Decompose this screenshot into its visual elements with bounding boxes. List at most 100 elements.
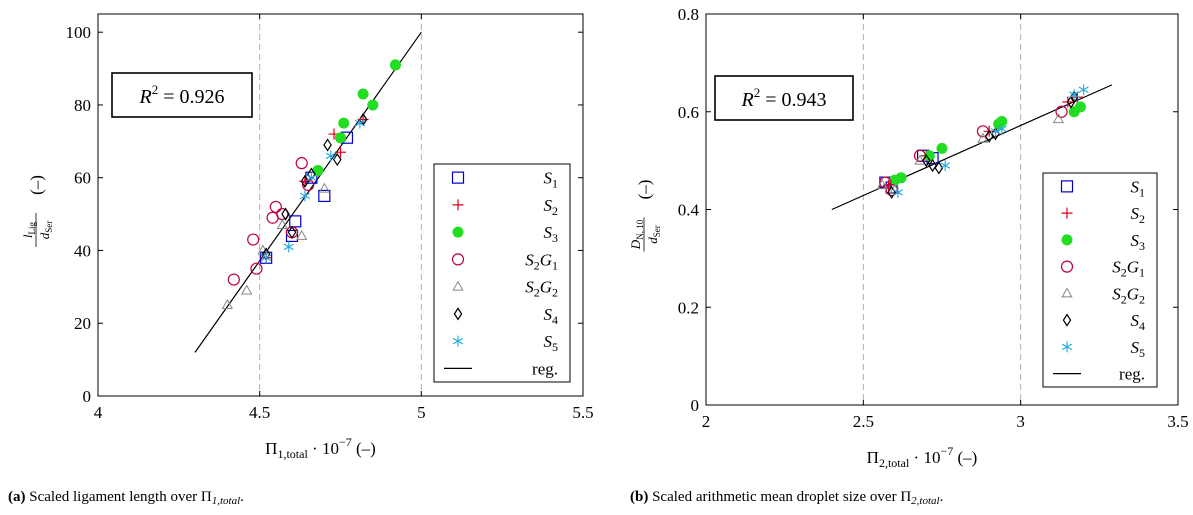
y-axis-label-numerator: lLig (20, 221, 37, 238)
x-tick-label: 4 (94, 403, 103, 422)
r-squared-box (714, 75, 854, 121)
data-point-S3 (357, 88, 369, 100)
data-point-S2G1 (247, 233, 260, 246)
plus-icon (452, 199, 464, 211)
triangle-icon (452, 280, 464, 291)
y-tick-label: 0.8 (678, 5, 699, 24)
data-point-S4 (1069, 90, 1079, 104)
data-point-S5 (990, 125, 1001, 137)
data-point-S2G1 (250, 262, 263, 275)
data-point-S3 (996, 116, 1008, 128)
series-S5 (261, 117, 365, 264)
figure-caption: (b) Scaled arithmetic mean droplet size … (630, 489, 943, 507)
legend-label-S2G2: S2G2 (525, 278, 558, 300)
plot-frame (97, 13, 584, 397)
data-point-S2G1 (295, 157, 308, 170)
data-point-S5 (283, 241, 294, 253)
legend-label-S4: S4 (544, 305, 559, 327)
x-tick-label: 3 (1016, 412, 1025, 431)
series-S3 (889, 101, 1086, 186)
series-S4 (261, 112, 368, 261)
chart-panel-b: 2 2.5 3 3.5 0 0.2 0.4 0.6 0.8 R2 = 0.943 S1 S2 S3 S2G… (628, 5, 1189, 507)
legend-label-reg: reg. (1119, 365, 1145, 384)
data-point-S3 (895, 172, 907, 184)
filled-circle-icon (452, 226, 464, 238)
legend-label-S5: S5 (544, 332, 559, 354)
r-squared-label: R2 = 0.926 (139, 82, 225, 108)
data-point-S5 (1078, 84, 1089, 96)
data-point-S4 (281, 207, 290, 221)
legend-box (433, 163, 571, 383)
data-point-S5 (306, 172, 317, 184)
data-point-S3 (335, 132, 346, 144)
data-point-S3 (923, 150, 935, 162)
legend-label-S2G2: S2G2 (1112, 284, 1145, 306)
y-tick-label: 60 (74, 169, 91, 188)
r-squared-box (111, 72, 253, 118)
data-point-S2G1 (227, 273, 240, 286)
data-point-S2G2 (1052, 113, 1065, 124)
data-point-S2 (335, 146, 346, 158)
y-tick-label: 100 (66, 23, 92, 42)
data-point-S2G2 (221, 299, 233, 310)
series-S3 (312, 59, 401, 176)
y-tick-label: 40 (74, 241, 91, 260)
data-point-S4 (1066, 95, 1076, 109)
data-point-S5 (1069, 89, 1080, 101)
legend-label-S2G1: S2G1 (1112, 258, 1145, 280)
data-point-S2G2 (241, 284, 253, 295)
data-point-S5 (261, 252, 272, 264)
legend-label-S3: S3 (544, 223, 559, 245)
data-point-S2G2 (876, 179, 888, 190)
asterisk-icon (1061, 341, 1073, 353)
series-S2G2 (876, 113, 1065, 194)
square-icon (1060, 180, 1074, 193)
data-point-S3 (389, 59, 401, 71)
y-tick-label: 0 (691, 396, 700, 415)
figure-caption: (a) Scaled ligament length over Π1,total… (8, 489, 244, 507)
y-tick-label: 80 (74, 96, 91, 115)
regression-line (194, 31, 422, 353)
x-tick-label: 5.5 (572, 403, 593, 422)
data-point-S3 (1074, 101, 1086, 113)
triangle-icon (1061, 287, 1073, 298)
filled-circle-icon (1061, 234, 1073, 246)
series-S5 (892, 84, 1089, 198)
legend: S1 S2 S3 S2G1 S2G2 S4 S5 reg. (1042, 172, 1158, 388)
data-point-S5 (354, 117, 365, 129)
x-tick-label: 3.5 (1167, 412, 1188, 431)
data-point-S5 (892, 186, 903, 198)
x-tick-label: 4.5 (249, 403, 270, 422)
chart-panel-a: 4 4.5 5 5.5 0 20 40 60 80 100 R2 = 0.926 S1 S2 S3 S2G1… (8, 13, 594, 507)
data-point-S1 (289, 215, 302, 228)
legend-label-reg: reg. (532, 359, 558, 378)
x-axis-label: Π2,total · 10−7 (–) (867, 444, 978, 470)
data-point-S2G2 (276, 218, 288, 230)
data-point-S2G2 (914, 154, 926, 165)
circle-icon (1060, 260, 1074, 273)
data-point-S5 (299, 190, 310, 202)
data-point-S3 (936, 142, 948, 154)
legend-label-S4: S4 (1131, 311, 1146, 333)
square-icon (451, 171, 465, 184)
legend-label-S1: S1 (544, 169, 559, 191)
r-squared-label: R2 = 0.943 (741, 85, 827, 111)
y-tick-label: 0 (83, 387, 92, 406)
y-tick-label: 0.4 (678, 201, 700, 220)
data-point-S4 (323, 138, 332, 152)
data-point-S4 (934, 161, 944, 175)
series-S2G1 (879, 105, 1068, 197)
x-tick-label: 2 (702, 412, 711, 431)
legend-label-S2: S2 (1131, 204, 1146, 226)
legend-label-S3: S3 (1131, 231, 1146, 253)
x-axis-label: Π1,total · 10−7 (–) (265, 435, 376, 461)
y-tick-label: 20 (74, 314, 91, 333)
data-point-S2G2 (318, 182, 330, 193)
legend-label-S1: S1 (1131, 177, 1146, 199)
data-point-S2G2 (977, 132, 989, 143)
data-point-S4 (928, 158, 937, 173)
legend-box (1042, 172, 1158, 388)
